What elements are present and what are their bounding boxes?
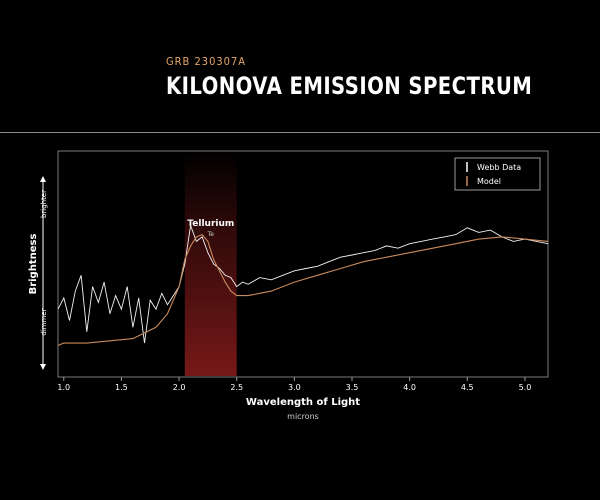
tellurium-label: Tellurium <box>187 219 234 229</box>
legend-webb-label: Webb Data <box>477 163 521 172</box>
legend-model-label: Model <box>477 177 501 186</box>
y-axis-high-label: brighter <box>40 190 48 218</box>
x-axis-units: microns <box>287 412 319 421</box>
webb-data-line <box>57 225 549 344</box>
x-tick-label: 3.5 <box>346 383 359 392</box>
x-tick-label: 3.0 <box>288 383 301 392</box>
x-tick-label: 1.5 <box>115 383 128 392</box>
chart-header: GRB 230307A KILONOVA EMISSION SPECTRUM <box>166 55 600 100</box>
plot-frame <box>57 150 549 378</box>
x-tick-label: 2.0 <box>173 383 186 392</box>
x-axis-label: Wavelength of Light <box>246 397 360 408</box>
arrow-up-icon <box>40 176 46 182</box>
x-tick-label: 2.5 <box>230 383 243 392</box>
legend-box <box>454 157 541 191</box>
chart-subtitle: GRB 230307A <box>166 55 247 68</box>
model-line <box>57 233 549 346</box>
header-divider <box>0 132 600 133</box>
x-tick-label: 1.0 <box>57 383 70 392</box>
x-tick-label: 4.5 <box>461 383 474 392</box>
x-axis-ticks: 1.0 1.5 2.0 2.5 3.0 3.5 4.0 4.5 5.0 <box>57 377 531 392</box>
y-axis-arrow <box>40 176 46 370</box>
y-axis-low-label: dimmer <box>40 308 48 335</box>
y-axis-label: Brightness <box>28 234 39 295</box>
tellurium-symbol: Te <box>207 231 215 238</box>
arrow-down-icon <box>40 364 46 370</box>
chart-title: KILONOVA EMISSION SPECTRUM <box>166 72 533 100</box>
x-tick-label: 5.0 <box>519 383 532 392</box>
tellurium-band <box>184 152 237 376</box>
x-tick-label: 4.0 <box>403 383 416 392</box>
legend: Webb Data Model <box>454 157 541 191</box>
